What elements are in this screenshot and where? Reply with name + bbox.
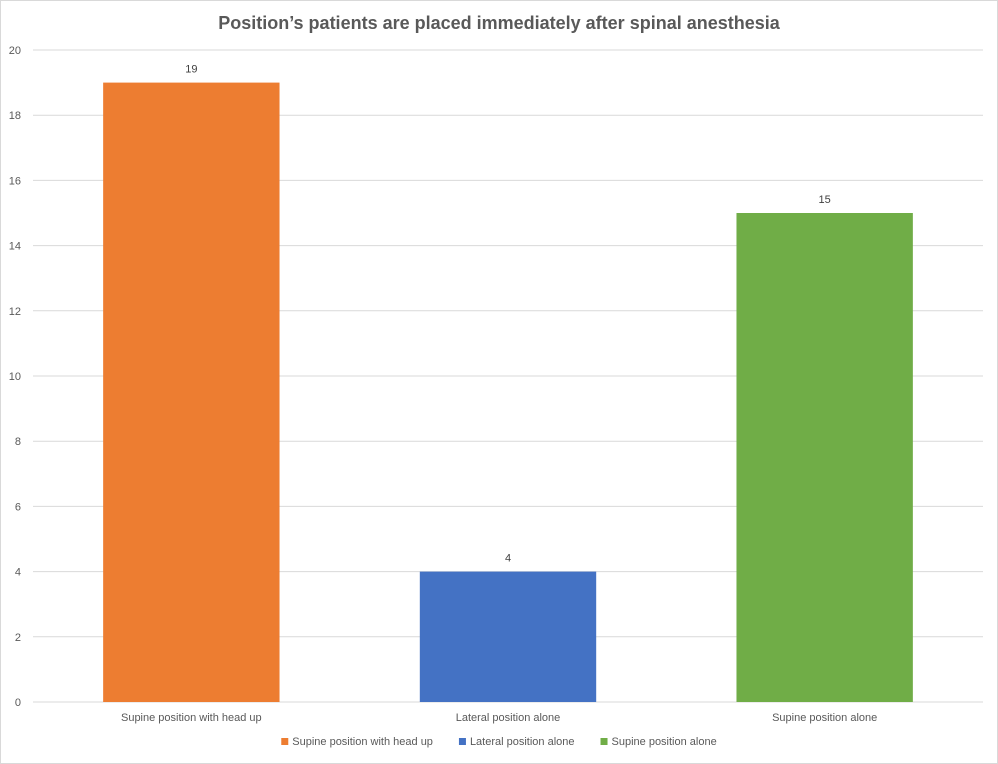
data-label-1: 19 bbox=[185, 64, 197, 76]
legend-label-2: Lateral position alone bbox=[470, 736, 575, 748]
y-tick-label: 8 bbox=[15, 436, 21, 448]
legend-swatch-2 bbox=[458, 738, 466, 745]
legend-swatch-1 bbox=[281, 738, 289, 745]
legend-swatch-3 bbox=[600, 738, 608, 745]
bar-3 bbox=[736, 213, 913, 702]
category-labels: Supine position with head up Lateral posi… bbox=[121, 712, 877, 724]
y-tick-label: 18 bbox=[9, 110, 21, 122]
y-axis-ticks: 0 2 4 6 8 10 12 14 16 18 20 bbox=[9, 45, 21, 709]
legend-label-3: Supine position alone bbox=[612, 736, 717, 748]
y-tick-label: 12 bbox=[9, 306, 21, 318]
y-tick-label: 10 bbox=[9, 371, 21, 383]
y-tick-label: 6 bbox=[15, 501, 21, 513]
bar-2 bbox=[419, 571, 597, 702]
data-label-3: 15 bbox=[819, 194, 831, 206]
y-tick-label: 20 bbox=[9, 45, 21, 57]
y-tick-label: 4 bbox=[15, 567, 21, 579]
legend-label-1: Supine position with head up bbox=[292, 736, 433, 748]
category-label-3: Supine position alone bbox=[772, 712, 877, 724]
y-tick-label: 0 bbox=[15, 697, 21, 709]
y-tick-label: 14 bbox=[9, 241, 21, 253]
data-labels: 19 4 15 bbox=[185, 64, 831, 565]
category-label-1: Supine position with head up bbox=[121, 712, 262, 724]
bar-1 bbox=[103, 82, 280, 703]
bars bbox=[103, 82, 913, 703]
legend: Supine position with head up Lateral posi… bbox=[281, 736, 717, 748]
y-tick-label: 2 bbox=[15, 632, 21, 644]
chart-title: Position’s patients are placed immediate… bbox=[218, 13, 781, 33]
category-label-2: Lateral position alone bbox=[456, 712, 561, 724]
y-tick-label: 16 bbox=[9, 175, 21, 187]
data-label-2: 4 bbox=[505, 553, 511, 565]
